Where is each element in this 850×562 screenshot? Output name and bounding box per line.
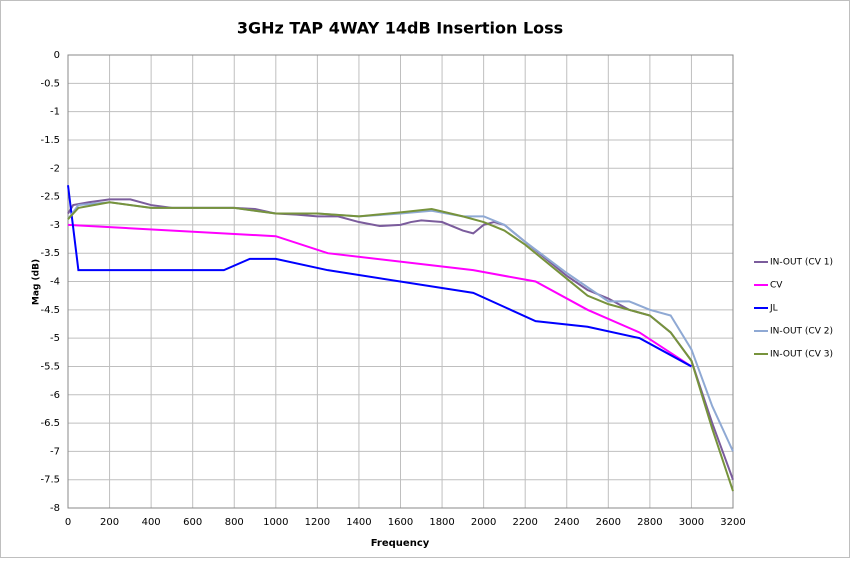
legend-label: IN-OUT (CV 1)	[770, 258, 833, 268]
y-tick-label: -5	[50, 333, 60, 344]
series-line	[67, 185, 692, 368]
x-tick-label: 0	[65, 517, 71, 528]
legend-label: IN-OUT (CV 3)	[770, 350, 833, 360]
y-tick-label: -1	[50, 107, 60, 118]
legend-label: JL	[769, 304, 778, 314]
y-tick-label: -0.5	[40, 78, 60, 89]
x-tick-label: 600	[183, 517, 202, 528]
x-tick-label: 1400	[346, 517, 371, 528]
y-tick-label: -4	[50, 277, 60, 288]
x-tick-label: 400	[142, 517, 161, 528]
y-tick-label: -4.5	[40, 305, 60, 316]
series-line	[67, 201, 734, 492]
x-axis-label: Frequency	[371, 538, 430, 549]
y-tick-label: -6.5	[40, 418, 60, 429]
chart-title: 3GHz TAP 4WAY 14dB Insertion Loss	[237, 19, 563, 38]
x-tick-label: 200	[100, 517, 119, 528]
y-axis-label: Mag (dB)	[32, 259, 42, 305]
x-tick-label: 3200	[720, 517, 745, 528]
x-tick-label: 2000	[471, 517, 496, 528]
y-tick-label: 0	[54, 50, 60, 61]
legend-label: IN-OUT (CV 2)	[770, 327, 833, 337]
x-tick-label: 3000	[679, 517, 704, 528]
y-tick-label: -8	[50, 503, 60, 514]
y-tick-label: -7.5	[40, 475, 60, 486]
y-tick-label: -2.5	[40, 192, 60, 203]
y-tick-label: -7	[50, 446, 60, 457]
x-tick-label: 1000	[263, 517, 288, 528]
x-tick-label: 1800	[429, 517, 454, 528]
x-tick-label: 1200	[305, 517, 330, 528]
y-tick-label: -6	[50, 390, 60, 401]
y-tick-label: -1.5	[40, 135, 60, 146]
x-tick-label: 800	[225, 517, 244, 528]
x-tick-label: 1600	[388, 517, 413, 528]
plot-border	[67, 54, 734, 509]
y-tick-label: -3.5	[40, 248, 60, 259]
y-tick-label: -3	[50, 220, 60, 231]
x-tick-label: 2600	[596, 517, 621, 528]
y-tick-label: -2	[50, 163, 60, 174]
y-tick-label: -5.5	[40, 361, 60, 372]
series-line	[67, 223, 692, 368]
x-tick-label: 2400	[554, 517, 579, 528]
x-tick-label: 2200	[512, 517, 537, 528]
legend-label: CV	[770, 281, 783, 291]
x-tick-label: 2800	[637, 517, 662, 528]
